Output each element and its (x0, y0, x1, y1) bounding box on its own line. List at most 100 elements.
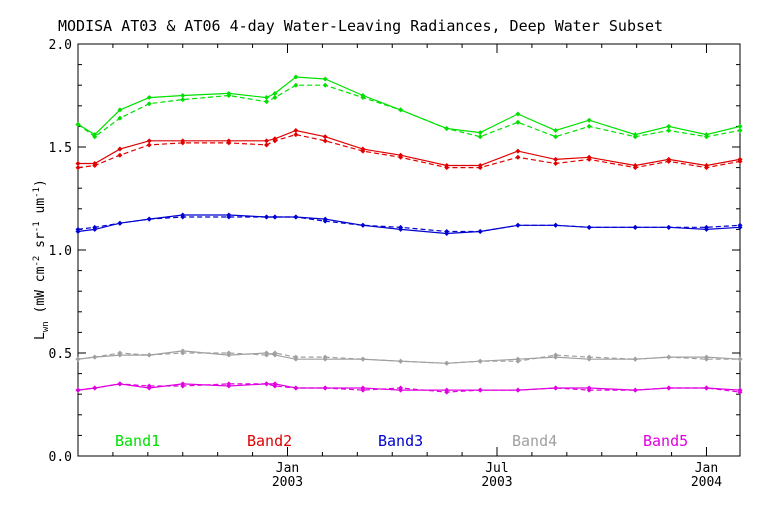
band2-solid-point (180, 138, 186, 144)
band3-solid-point (272, 214, 278, 220)
band2-solid-point (444, 163, 450, 169)
band3-solid-point (477, 228, 483, 234)
band3-dashed-line (77, 216, 741, 233)
band5-solid-point (92, 385, 98, 391)
band2-solid-point (264, 138, 270, 144)
band5-solid-point (477, 387, 483, 393)
band4-solid-point (444, 360, 450, 366)
band3-solid-point (632, 224, 638, 230)
legend: Band1 Band2 Band3 Band4 Band5 (115, 432, 688, 450)
band2-dashed-point (117, 152, 123, 158)
band4-solid-point (632, 356, 638, 362)
band3-solid-point (703, 226, 709, 232)
band2-dashed-point (515, 154, 521, 160)
band5-solid-point (322, 385, 328, 391)
band2-solid-line (78, 129, 741, 167)
band3-solid-point (322, 216, 328, 222)
plot-frame (77, 43, 741, 457)
legend-band2: Band2 (247, 432, 292, 450)
band4-solid-point (515, 356, 521, 362)
band4-solid-point (146, 352, 152, 358)
band1-dashed-point (293, 82, 299, 88)
band5-solid-point (272, 381, 278, 387)
x-tick-label: Jan (695, 461, 718, 476)
band2-solid-point (92, 160, 98, 166)
y-axis-label: Lwn (mW cm-2 sr-1 um-1) (32, 179, 51, 340)
band5-solid-point (117, 381, 123, 387)
series-group (75, 74, 743, 395)
band5-solid-point (444, 387, 450, 393)
y-tick-label: 0.0 (49, 450, 72, 465)
band4-solid-point (75, 356, 81, 362)
band3-solid-point (92, 226, 98, 232)
band4-solid-point (586, 356, 592, 362)
band1-solid-point (264, 95, 270, 101)
band1-solid-point (515, 111, 521, 117)
band1-dashed-point (117, 115, 123, 121)
band2-solid-point (515, 148, 521, 154)
band1-solid-point (360, 93, 366, 98)
band3-solid-point (586, 224, 592, 230)
band3-solid-point (360, 222, 366, 228)
band2-solid-point (703, 163, 709, 169)
band2-solid-point (553, 156, 559, 162)
band2-dashed-point (293, 132, 299, 138)
band2-solid-point (477, 163, 483, 169)
band5-solid-point (632, 387, 638, 393)
band5-solid-point (586, 385, 592, 391)
band4-solid-point (703, 354, 709, 360)
band1-solid-point (293, 74, 299, 80)
x-tick-year-label: 2003 (481, 475, 512, 490)
band2-solid-point (117, 146, 123, 152)
band1-solid-point (75, 121, 81, 127)
band1-solid-point (737, 123, 743, 129)
band2-dashed-point (146, 142, 152, 148)
band3-solid-point (264, 214, 270, 220)
band4-solid-point (264, 350, 270, 356)
chart-title: MODISA AT03 & AT06 4-day Water-Leaving R… (58, 17, 663, 35)
band5-solid-point (398, 387, 404, 393)
band2-dashed-point (264, 142, 270, 148)
band2-solid-point (398, 152, 404, 158)
band1-dashed-point (477, 134, 483, 140)
band4-solid-point (322, 356, 328, 362)
band5-solid-point (264, 381, 270, 387)
band5-solid-point (146, 385, 152, 391)
band5-solid-point (75, 387, 81, 393)
y-tick-label: 1.5 (49, 141, 72, 156)
band2-dashed-line (77, 133, 741, 169)
x-tick-year-label: 2003 (272, 475, 303, 490)
band4-solid-point (553, 354, 559, 360)
band2-dashed-point (75, 165, 81, 171)
band5-solid-point (360, 385, 366, 391)
band5-solid-point (293, 385, 299, 391)
band3-solid-point (666, 224, 672, 230)
band2-solid-point (75, 160, 81, 166)
legend-band5: Band5 (643, 432, 688, 450)
band1-dashed-line (77, 84, 741, 138)
band2-solid-point (272, 136, 278, 142)
band1-solid-point (272, 90, 278, 96)
band5-dashed-line (77, 383, 741, 393)
band4-solid-point (666, 354, 672, 360)
band1-solid-point (226, 90, 232, 96)
band3-solid-point (180, 212, 186, 218)
band3-solid-point (75, 228, 81, 234)
band3-solid-point (553, 222, 559, 228)
y-tick-label: 2.0 (49, 38, 72, 53)
band1-dashed-point (264, 99, 270, 105)
x-tick-label: Jan (276, 461, 299, 476)
band2-dashed-point (553, 160, 559, 166)
band4-solid-point (360, 356, 366, 362)
y-tick-label: 1.0 (49, 244, 72, 259)
band5-solid-point (553, 385, 559, 391)
band1-solid-line (77, 76, 741, 136)
band2-solid-point (632, 163, 638, 169)
band4-solid-point (293, 356, 299, 362)
band1-dashed-point (272, 95, 278, 101)
band2-solid-point (666, 156, 672, 162)
x-tick-label: Jul (485, 461, 508, 476)
band1-solid-point (444, 125, 450, 131)
band2-dashed-point (322, 138, 328, 144)
